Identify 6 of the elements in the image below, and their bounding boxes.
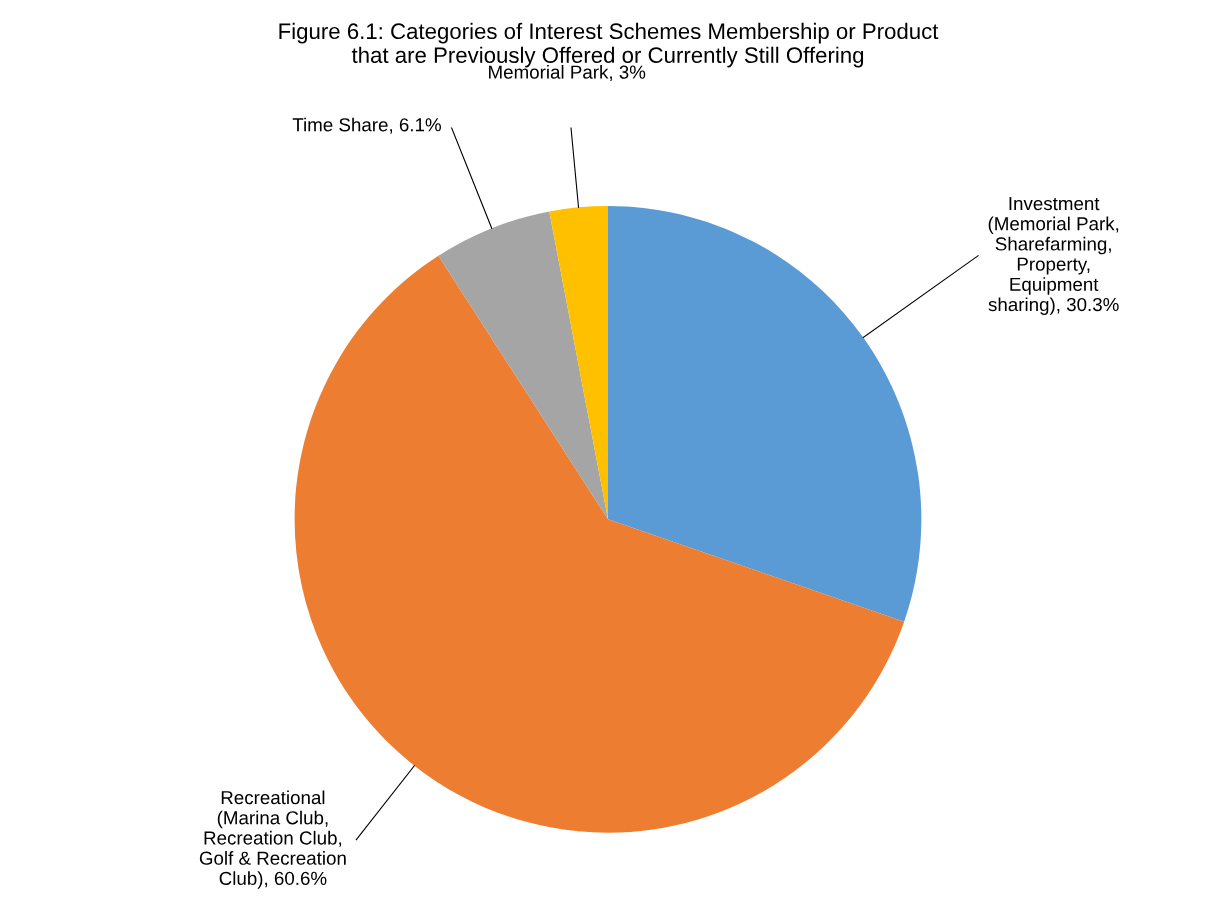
pie-slice [549, 205, 608, 520]
pie-slice [438, 211, 608, 520]
pie-slice [608, 205, 922, 622]
slice-label: Time Share, 6.1% [292, 117, 441, 134]
slice-label: Investment (Memorial Park, Sharefarming, Property, Equipment sharing), 30.3% [988, 197, 1119, 315]
slice-label: Recreational (Marina Club, Recreation Club, Golf & Recreation Club), 60.6% [199, 790, 346, 889]
